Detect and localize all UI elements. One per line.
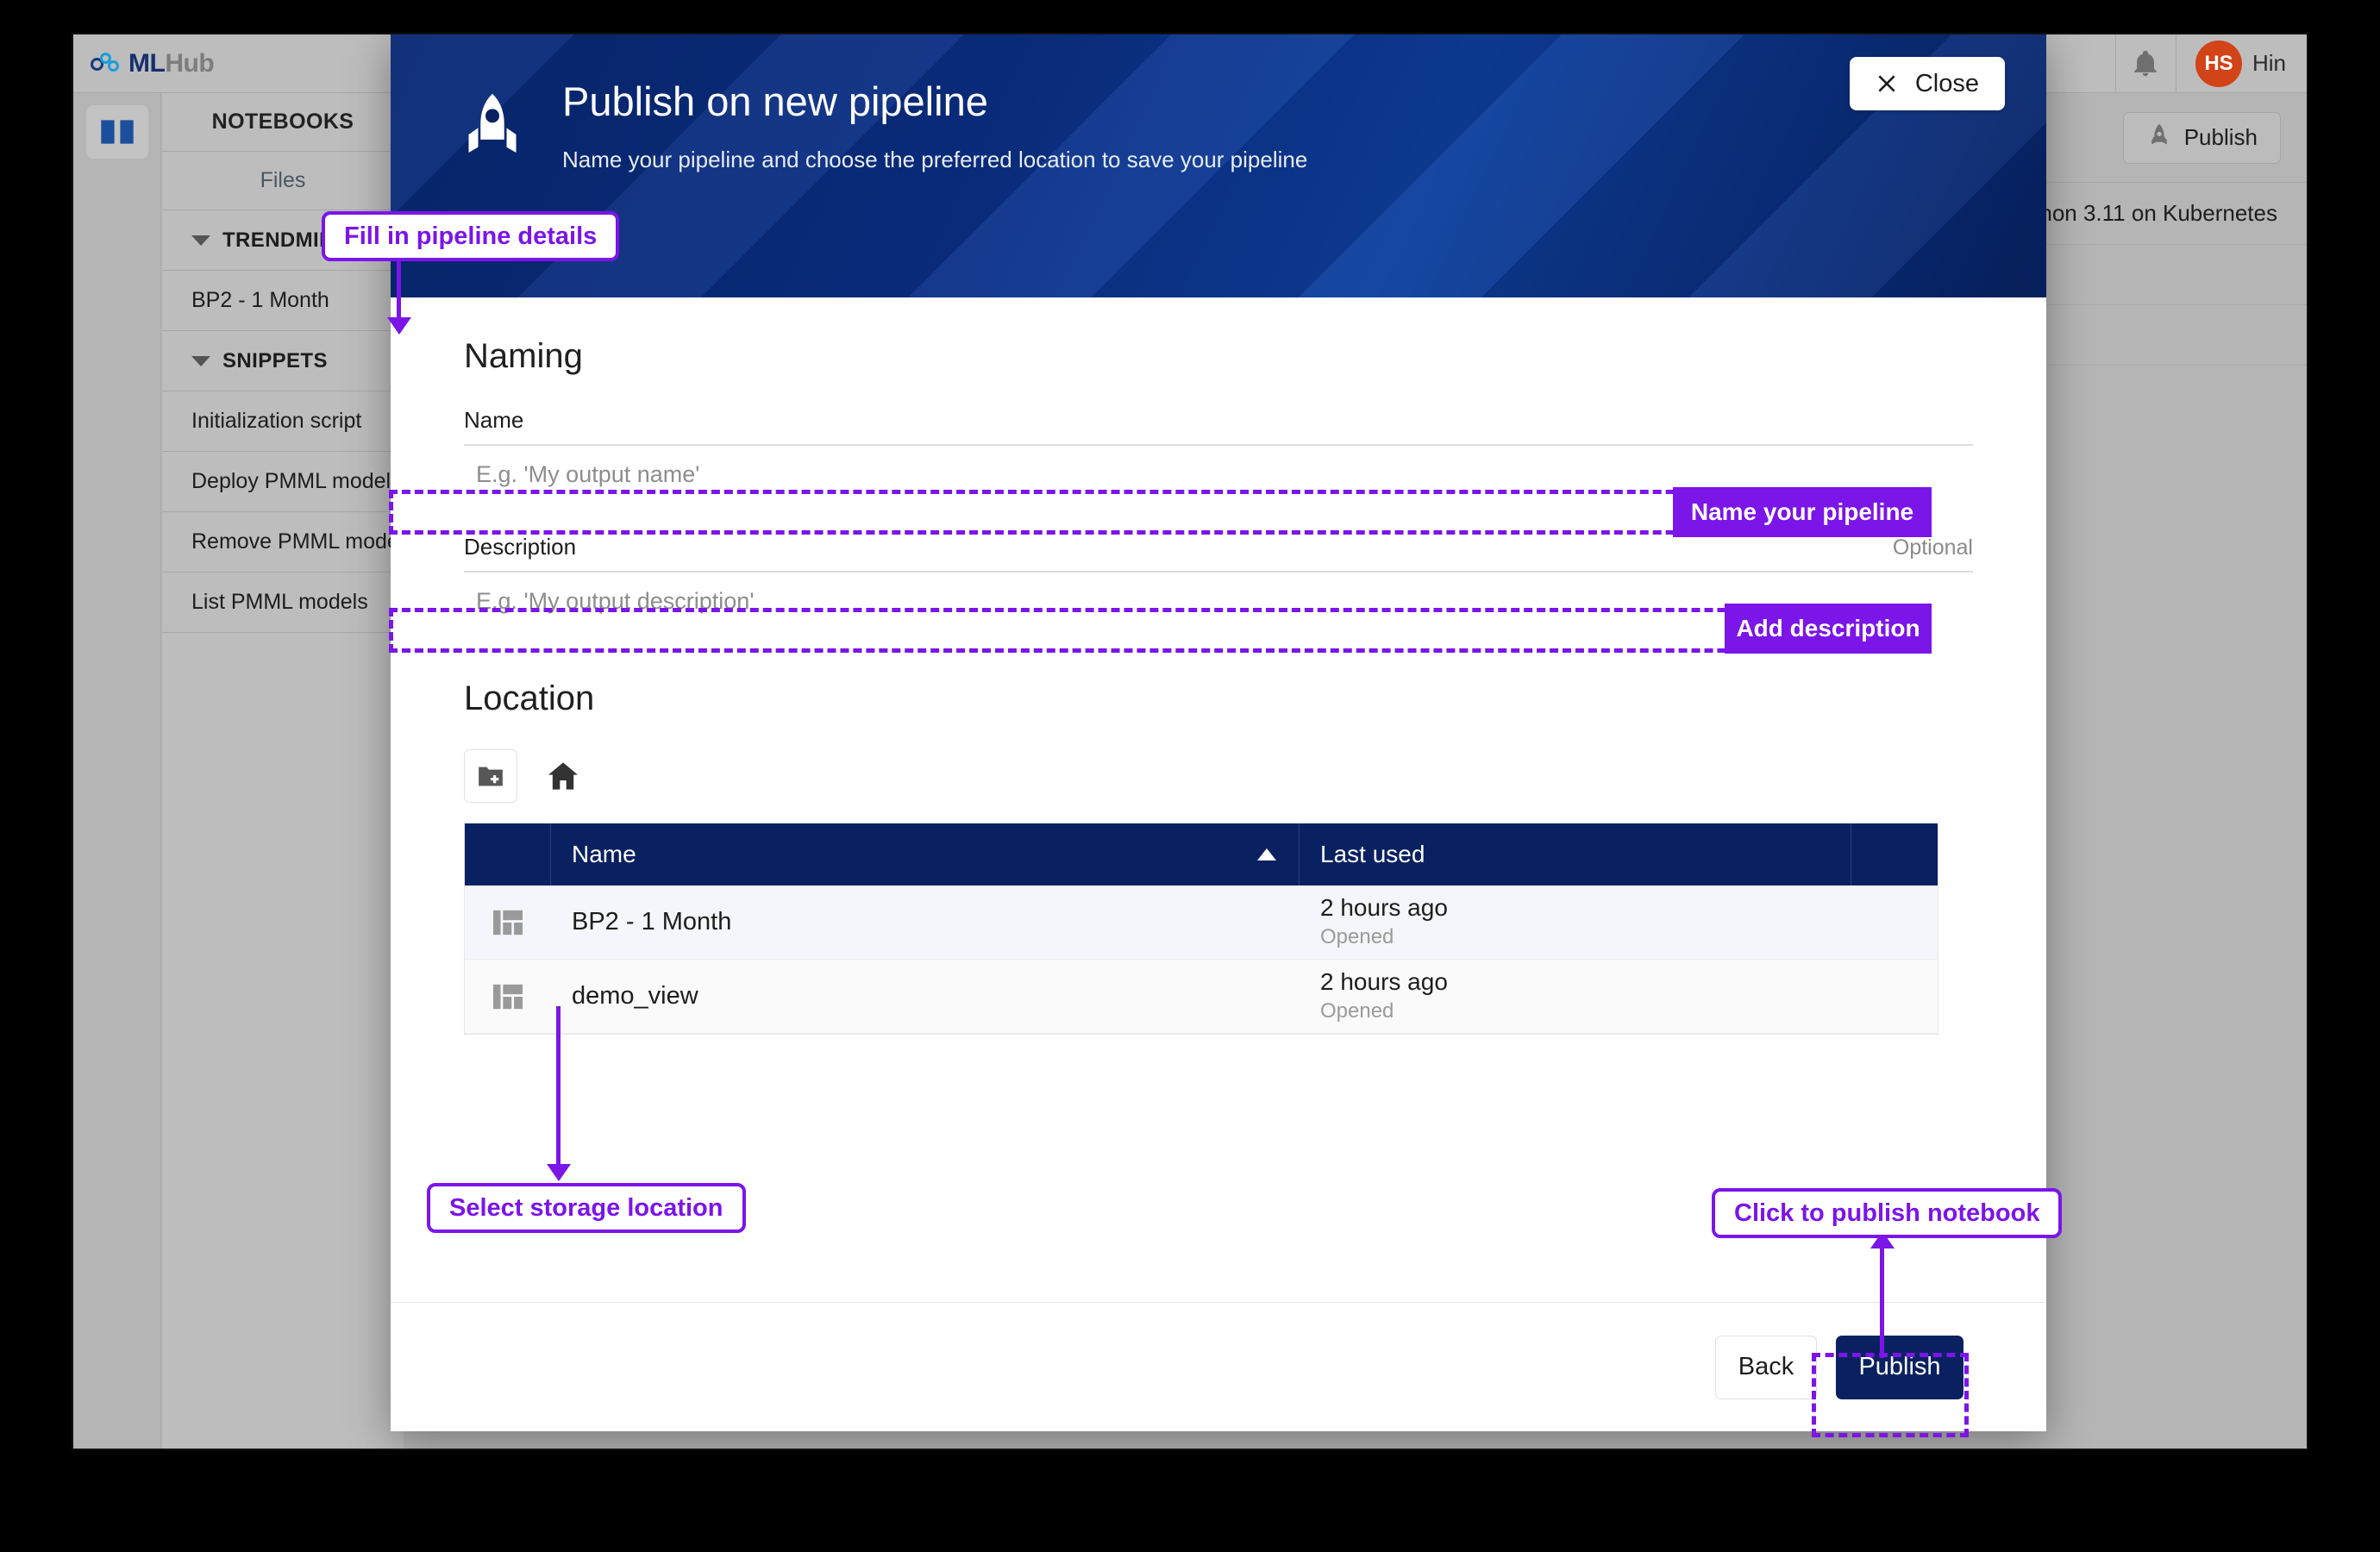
brand-logo: MLHub bbox=[91, 48, 215, 78]
row-end-cell bbox=[1851, 960, 1938, 1033]
sort-ascending-icon bbox=[1257, 848, 1276, 860]
description-field-label-row: Description Optional bbox=[464, 534, 1973, 560]
publish-submit-button[interactable]: Publish bbox=[1836, 1335, 1964, 1399]
naming-heading: Naming bbox=[464, 337, 583, 375]
row-icon-cell bbox=[465, 960, 551, 1033]
column-header-icon bbox=[465, 823, 551, 886]
user-name: Hin bbox=[2252, 50, 2286, 76]
dashboard-icon bbox=[493, 910, 523, 935]
dialog-subtitle: Name your pipeline and choose the prefer… bbox=[562, 146, 1308, 172]
avatar: HS bbox=[2195, 40, 2242, 87]
location-table: Name Last used BP2 - 1 M bbox=[464, 823, 1938, 1035]
rocket-icon bbox=[468, 93, 517, 153]
notifications-bell-icon[interactable] bbox=[2114, 34, 2176, 92]
name-label: Name bbox=[464, 407, 524, 433]
annotation-click-publish: Click to publish notebook bbox=[1712, 1188, 2063, 1238]
brand-name: MLHub bbox=[128, 48, 215, 78]
column-header-name[interactable]: Name bbox=[551, 823, 1300, 886]
table-row[interactable]: demo_view 2 hours ago Opened bbox=[465, 960, 1938, 1034]
dialog-title: Publish on new pipeline bbox=[562, 78, 988, 124]
brand-name-prefix: ML bbox=[128, 48, 166, 78]
sidebar-title: NOTEBOOKS bbox=[162, 93, 404, 152]
row-last-used: 2 hours ago Opened bbox=[1300, 960, 1851, 1033]
sidebar-group-snippets[interactable]: SNIPPETS bbox=[162, 331, 404, 391]
sidebar-item-initialization-script[interactable]: Initialization script bbox=[162, 391, 404, 452]
new-folder-button[interactable] bbox=[464, 749, 517, 803]
publish-button[interactable]: Publish bbox=[2122, 111, 2281, 164]
name-field-label-row: Name bbox=[464, 407, 1973, 434]
description-input-wrap bbox=[464, 571, 1973, 629]
annotation-select-storage: Select storage location bbox=[427, 1183, 746, 1233]
annotation-name-pipeline: Name your pipeline bbox=[1673, 487, 1932, 537]
sidebar-item-deploy-pmml-model[interactable]: Deploy PMML model bbox=[162, 452, 404, 512]
column-header-name-label: Name bbox=[572, 841, 636, 867]
row-name: demo_view bbox=[572, 982, 698, 1010]
home-icon bbox=[548, 762, 578, 790]
publish-button-label: Publish bbox=[2183, 124, 2258, 150]
description-label: Description bbox=[464, 534, 577, 560]
sidebar-rail bbox=[73, 93, 161, 1449]
sidebar-tab-files[interactable]: Files bbox=[162, 152, 404, 210]
home-button[interactable] bbox=[536, 749, 590, 803]
annotation-fill-details: Fill in pipeline details bbox=[322, 211, 620, 261]
sidebar-item-remove-pmml-model[interactable]: Remove PMML model bbox=[162, 512, 404, 573]
dialog-body: Naming Name Description Optional Locatio… bbox=[391, 297, 2046, 1302]
annotation-connector bbox=[1880, 1237, 1884, 1358]
app-window: MLHub HS Hin NOTEBOOKS Files T bbox=[73, 34, 2307, 1449]
rocket-icon bbox=[2151, 123, 2167, 144]
chevron-down-icon bbox=[191, 355, 210, 366]
annotation-connector bbox=[556, 1006, 561, 1173]
folder-plus-icon bbox=[479, 767, 503, 786]
dashboard-icon bbox=[493, 984, 523, 1009]
annotation-arrowhead bbox=[387, 317, 411, 335]
table-row[interactable]: BP2 - 1 Month 2 hours ago Opened bbox=[465, 886, 1938, 960]
location-heading: Location bbox=[464, 679, 595, 717]
row-last-used-value: 2 hours ago bbox=[1320, 968, 1448, 995]
row-last-used-action: Opened bbox=[1320, 999, 1394, 1023]
annotation-add-description: Add description bbox=[1725, 604, 1932, 654]
mlhub-logo-icon bbox=[91, 52, 123, 75]
notebooks-sidebar: NOTEBOOKS Files TRENDMINER BP2 - 1 Month… bbox=[162, 93, 404, 1449]
sidebar-item-list-pmml-models[interactable]: List PMML models bbox=[162, 573, 404, 633]
chevron-down-icon bbox=[191, 235, 210, 246]
user-menu[interactable]: HS Hin bbox=[2175, 34, 2307, 92]
sidebar-item-notebooks[interactable] bbox=[85, 105, 148, 159]
brand-name-suffix: Hub bbox=[165, 48, 215, 78]
column-header-last-used-label: Last used bbox=[1320, 841, 1425, 867]
row-last-used: 2 hours ago Opened bbox=[1300, 886, 1851, 959]
column-header-end bbox=[1851, 823, 1938, 886]
column-header-last-used[interactable]: Last used bbox=[1300, 823, 1851, 886]
close-icon bbox=[1878, 75, 1895, 92]
location-toolbar bbox=[464, 749, 1973, 803]
back-button[interactable]: Back bbox=[1715, 1335, 1817, 1399]
row-last-used-action: Opened bbox=[1320, 925, 1394, 949]
sidebar-group-label: SNIPPETS bbox=[222, 348, 328, 372]
close-button-label: Close bbox=[1914, 69, 1979, 97]
row-end-cell bbox=[1851, 886, 1938, 959]
dialog-header: Close Publish on new pipeline Name your … bbox=[391, 34, 2046, 297]
annotation-arrowhead bbox=[547, 1164, 571, 1181]
sidebar-item-bp2-1-month[interactable]: BP2 - 1 Month bbox=[162, 271, 404, 331]
row-last-used-value: 2 hours ago bbox=[1320, 894, 1448, 921]
description-optional-badge: Optional bbox=[1892, 535, 1973, 560]
close-button[interactable]: Close bbox=[1849, 57, 2005, 110]
dialog-footer: Back Publish bbox=[391, 1302, 2046, 1431]
annotation-connector bbox=[397, 261, 401, 322]
table-header-row: Name Last used bbox=[465, 823, 1938, 886]
topbar-right: HS Hin bbox=[2114, 34, 2307, 92]
row-name: BP2 - 1 Month bbox=[572, 908, 732, 936]
row-icon-cell bbox=[465, 886, 551, 959]
description-input[interactable] bbox=[464, 571, 1973, 629]
